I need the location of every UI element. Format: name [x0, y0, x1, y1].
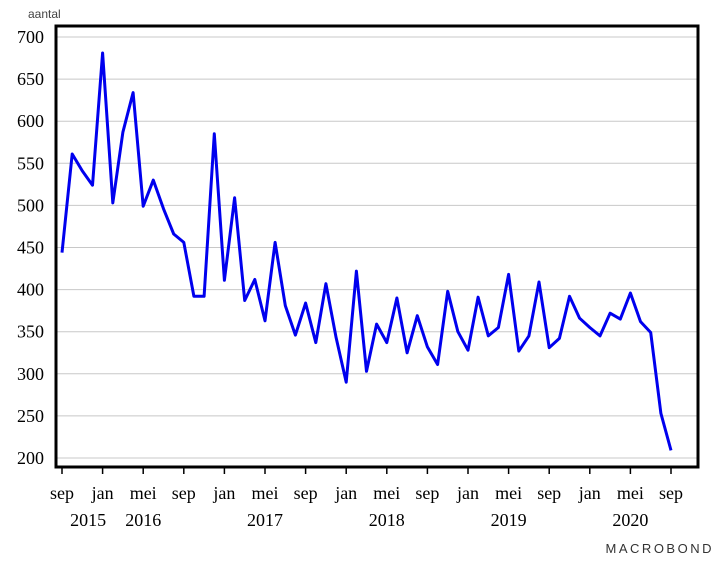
y-tick-label: 400 — [17, 280, 44, 300]
x-year-label: 2015 — [70, 510, 106, 530]
brand-logo: MACROBOND — [606, 541, 714, 556]
x-tick-label: mei — [252, 483, 279, 503]
x-tick-label: mei — [617, 483, 644, 503]
x-tick-label: sep — [294, 483, 318, 503]
x-tick-label: sep — [172, 483, 196, 503]
x-year-label: 2017 — [247, 510, 283, 530]
x-tick-label: sep — [415, 483, 439, 503]
x-year-label: 2016 — [125, 510, 161, 530]
y-axis-ticks: 200 250 300 350 400 450 500 550 600 650 700 — [17, 27, 44, 468]
x-tick-label: mei — [130, 483, 157, 503]
x-tick-label: jan — [91, 483, 114, 503]
x-tick-label: mei — [373, 483, 400, 503]
x-year-label: 2018 — [369, 510, 405, 530]
y-tick-label: 250 — [17, 406, 44, 426]
x-axis-ticks: sep jan mei sep jan mei sep jan mei sep jan mei sep j… — [50, 467, 683, 530]
y-tick-label: 200 — [17, 448, 44, 468]
x-tick-label: jan — [578, 483, 601, 503]
grid-lines — [56, 36, 698, 459]
series-line — [60, 51, 673, 451]
x-tick-label: sep — [537, 483, 561, 503]
y-tick-label: 700 — [17, 27, 44, 47]
plot-frame — [54, 24, 700, 469]
x-year-label: 2019 — [491, 510, 527, 530]
x-tick-label: jan — [212, 483, 235, 503]
x-year-label: 2020 — [612, 510, 648, 530]
y-tick-label: 300 — [17, 364, 44, 384]
x-tick-label: mei — [495, 483, 522, 503]
y-tick-label: 350 — [17, 322, 44, 342]
y-tick-label: 550 — [17, 153, 44, 173]
y-tick-label: 500 — [17, 195, 44, 215]
x-tick-label: jan — [456, 483, 479, 503]
x-tick-label: sep — [659, 483, 683, 503]
x-tick-label: sep — [50, 483, 74, 503]
x-tick-label: jan — [334, 483, 357, 503]
y-tick-label: 450 — [17, 238, 44, 258]
y-tick-label: 600 — [17, 111, 44, 131]
y-axis-unit-label: aantal — [28, 7, 61, 21]
y-tick-label: 650 — [17, 69, 44, 89]
